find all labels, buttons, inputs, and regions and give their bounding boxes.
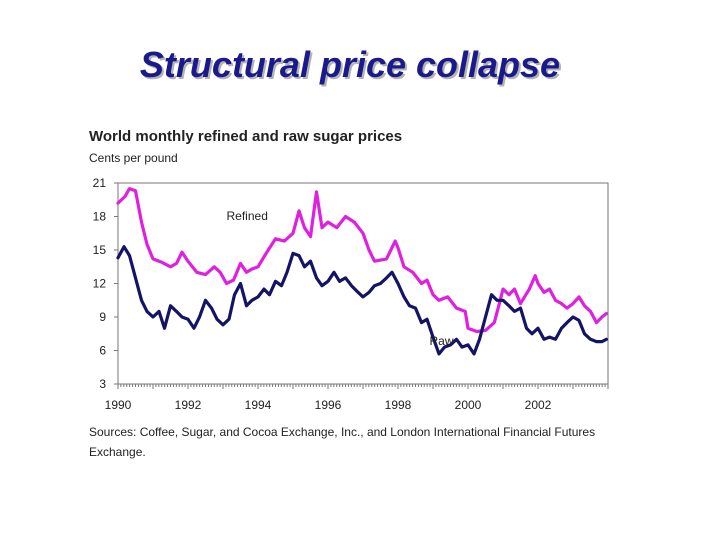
series-line-refined (116, 187, 608, 334)
y-tick-label: 18 (93, 210, 107, 224)
y-tick-label: 9 (99, 310, 106, 324)
y-tick-label: 15 (93, 243, 107, 257)
y-tick-label: 21 (93, 176, 107, 190)
y-tick-label: 3 (99, 377, 106, 391)
y-tick-label: 12 (93, 277, 107, 291)
plot-area-frame (117, 182, 609, 385)
series-group (116, 187, 608, 356)
y-axis: 21 18 15 12 9 6 3 (93, 176, 118, 391)
chart-title: World monthly refined and raw sugar pric… (89, 128, 403, 145)
x-tick-label: 1992 (175, 398, 202, 412)
y-axis-units-label: Cents per pound (89, 151, 178, 165)
x-axis: 1990 1992 1994 1996 1998 2000 2002 (105, 384, 609, 412)
series-line-raw (116, 245, 608, 356)
series-label-raw: Raw (430, 334, 454, 348)
x-tick-label: 1994 (245, 398, 272, 412)
series-labels: Refined Raw (227, 209, 454, 348)
x-tick-label: 2000 (455, 398, 482, 412)
series-label-refined: Refined (227, 209, 268, 223)
y-tick-label: 6 (99, 344, 106, 358)
slide-title: Structural price collapse (139, 44, 561, 85)
source-note: Sources: Coffee, Sugar, and Cocoa Exchan… (89, 425, 596, 459)
x-tick-label: 1990 (105, 398, 132, 412)
x-tick-label: 1998 (385, 398, 412, 412)
x-tick-label: 2002 (525, 398, 552, 412)
x-tick-label: 1996 (315, 398, 342, 412)
